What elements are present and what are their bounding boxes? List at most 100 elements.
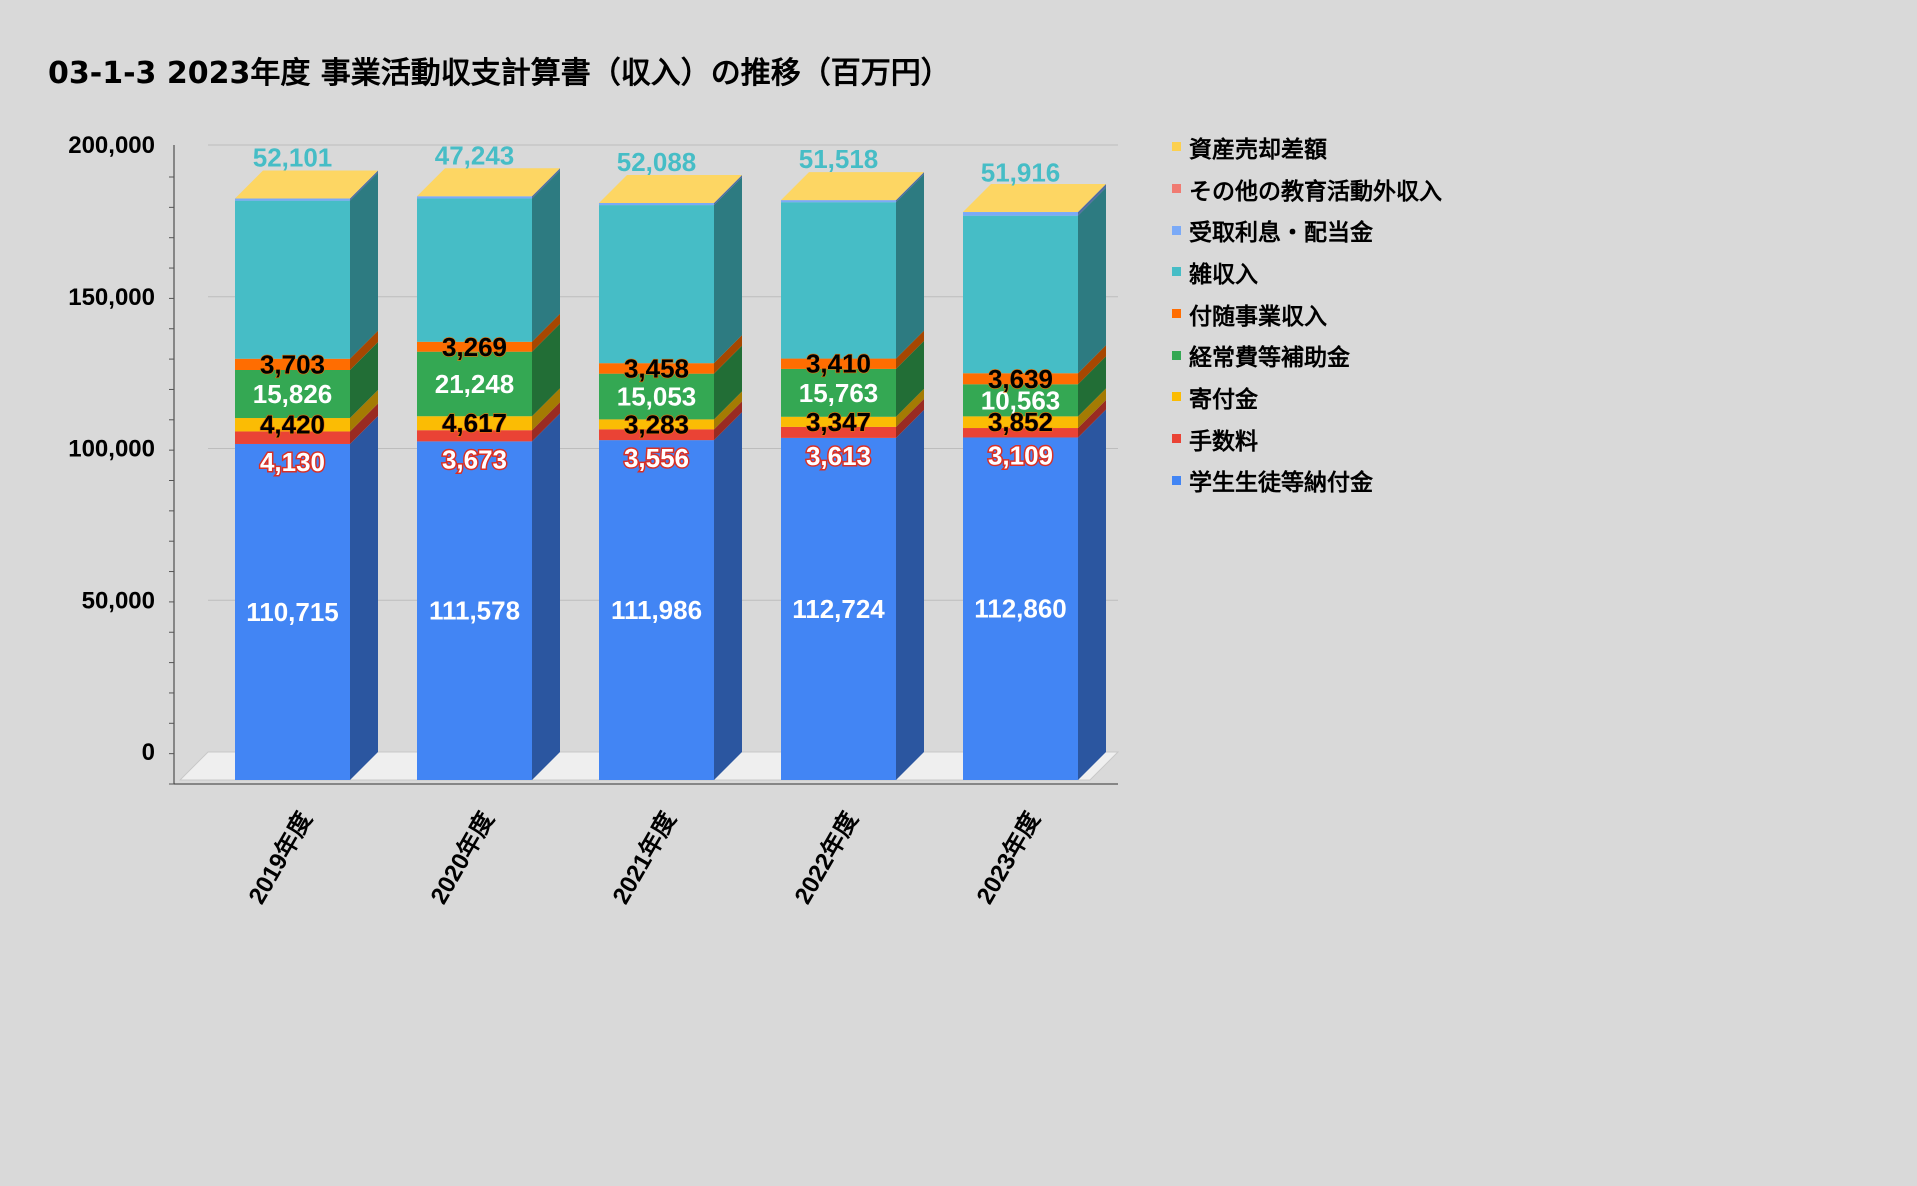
bar-segment <box>235 358 350 370</box>
bar-segment <box>417 341 532 352</box>
bar-segment <box>963 215 1078 374</box>
bar-side <box>714 174 742 206</box>
bar-segment <box>235 431 350 444</box>
bar-segment <box>235 198 350 201</box>
bar-side <box>532 313 560 352</box>
legend-item: 寄付金 <box>1172 376 1442 418</box>
legend-label: 雑収入 <box>1189 261 1258 288</box>
bar-segment <box>781 358 896 369</box>
legend-swatch <box>1172 350 1181 360</box>
bar-segment <box>963 416 1078 429</box>
bar-segment <box>599 419 714 430</box>
y-tick-label: 150,000 <box>68 284 155 311</box>
bar-side <box>896 388 924 427</box>
x-category-label: 2019年度 <box>243 806 318 909</box>
bar-side <box>714 335 742 374</box>
bar-side <box>714 177 742 364</box>
bar-segment <box>781 368 896 417</box>
legend-label: 寄付金 <box>1189 386 1258 413</box>
bar-side <box>1078 400 1106 438</box>
data-label: 15,763 <box>799 378 879 408</box>
bar-side <box>896 398 924 438</box>
bar-side <box>532 388 560 431</box>
bar-segment <box>599 429 714 441</box>
legend-item: 受取利息・配当金 <box>1172 209 1442 251</box>
legend-swatch <box>1172 475 1181 485</box>
bar-side <box>896 174 924 359</box>
chart-title: 03-1-3 2023年度 事業活動収支計算書（収入）の推移（百万円） <box>48 56 951 91</box>
legend-label: 資産売却差額 <box>1189 136 1327 163</box>
bar-side <box>532 168 560 199</box>
data-label: 112,724 <box>792 594 885 624</box>
data-label: 47,243 <box>435 140 515 170</box>
data-label: 51,916 <box>981 158 1061 188</box>
bar-side <box>1078 187 1106 374</box>
bar-stack <box>781 172 924 780</box>
legend-swatch <box>1172 392 1181 402</box>
bar-side <box>714 345 742 420</box>
bar-segment <box>417 351 532 417</box>
data-label: 3,673 <box>442 444 507 474</box>
data-label: 15,053 <box>617 382 697 412</box>
bar-side <box>350 330 378 370</box>
bar-side <box>532 323 560 417</box>
bar-stack <box>599 174 742 780</box>
y-tick-label: 100,000 <box>68 436 155 463</box>
data-label: 4,130 <box>260 447 325 477</box>
legend-label: その他の教育活動外収入 <box>1189 178 1442 205</box>
data-label: 111,986 <box>611 595 702 625</box>
data-label: 3,613 <box>806 441 871 471</box>
data-label: 112,860 <box>974 594 1067 624</box>
legend-item: 資産売却差額 <box>1172 126 1442 168</box>
bar-side <box>896 330 924 369</box>
bar-side <box>350 403 378 444</box>
bar-side <box>896 340 924 417</box>
bar-side <box>350 170 378 201</box>
bar-segment <box>781 426 896 438</box>
data-label: 3,410 <box>806 349 871 379</box>
bar-segment <box>235 200 350 359</box>
data-label: 15,826 <box>253 379 333 409</box>
bar-top-face <box>235 170 378 199</box>
data-label: 51,518 <box>799 144 879 174</box>
legend-label: 受取利息・配当金 <box>1189 220 1373 247</box>
bar-top-face <box>599 174 742 203</box>
data-label: 21,248 <box>435 369 515 399</box>
bar-segment <box>963 428 1078 438</box>
bar-segment <box>235 369 350 419</box>
data-label: 111,578 <box>429 596 520 626</box>
bar-segment <box>417 430 532 442</box>
bar-segment <box>781 416 896 427</box>
data-label: 3,703 <box>260 349 325 379</box>
bar-segment <box>599 202 714 206</box>
x-category-label: 2021年度 <box>607 806 682 909</box>
bar-side <box>1078 409 1106 780</box>
bar-segment <box>781 200 896 203</box>
legend-item: 学生生徒等納付金 <box>1172 460 1442 502</box>
bar-segment <box>963 437 1078 780</box>
data-label: 3,283 <box>624 409 689 439</box>
bar-side <box>532 402 560 442</box>
legend-item: 経常費等補助金 <box>1172 334 1442 376</box>
data-label: 52,088 <box>617 147 697 177</box>
data-label: 10,563 <box>981 385 1061 415</box>
y-tick-label: 50,000 <box>82 587 155 614</box>
chart-svg: 0 50,000 100,000 150,000 200,000 2019年度 2020年度… <box>68 132 1120 909</box>
legend-label: 経常費等補助金 <box>1189 345 1350 372</box>
bar-segment <box>417 196 532 199</box>
bar-segment <box>417 198 532 342</box>
bar-segment <box>963 373 1078 385</box>
legend-swatch <box>1172 309 1181 319</box>
data-label: 4,617 <box>442 408 507 438</box>
legend-label: 学生生徒等納付金 <box>1189 470 1373 497</box>
bar-side <box>350 390 378 432</box>
x-category-label: 2020年度 <box>425 806 500 909</box>
legend-label: 付随事業収入 <box>1189 303 1327 330</box>
bar-stack <box>417 168 560 780</box>
bar-side <box>350 172 378 359</box>
bar-side <box>714 412 742 780</box>
legend: 資産売却差額その他の教育活動外収入 受取利息・配当金 雑収入付随事業収入 経常費等補助… <box>1172 126 1442 501</box>
bar-side <box>350 415 378 780</box>
x-category-label: 2022年度 <box>789 806 864 909</box>
bar-segment <box>599 363 714 374</box>
